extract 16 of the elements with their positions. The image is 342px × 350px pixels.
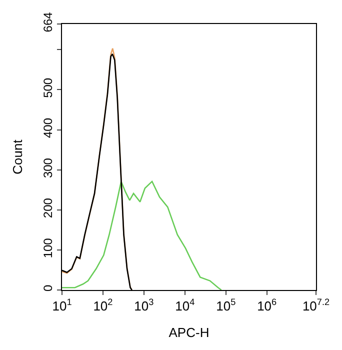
y-axis-title: Count	[10, 139, 26, 174]
x-tick-label: 10$^{3}$	[134, 297, 154, 314]
x-tick-label: 10$^{5}$	[216, 297, 236, 314]
y-tick-label: 200	[41, 198, 56, 218]
y-tick-label: 664	[41, 12, 56, 32]
x-tick-label: 10$^{2}$	[93, 297, 113, 314]
x-tick-label: 10$^{7.2}$	[302, 297, 330, 314]
y-tick-label: 0	[41, 284, 56, 292]
x-tick-label: 10$^{4}$	[175, 297, 195, 314]
x-tick-label: 10$^{1}$	[52, 297, 72, 314]
y-tick-label: 300	[41, 158, 56, 178]
x-axis-title: APC-H	[168, 325, 210, 340]
x-tick-label: 10$^{6}$	[257, 297, 277, 314]
y-tick-label: 400	[41, 118, 56, 138]
y-tick-label: 100	[41, 238, 56, 258]
y-tick-label: 500	[41, 78, 56, 98]
